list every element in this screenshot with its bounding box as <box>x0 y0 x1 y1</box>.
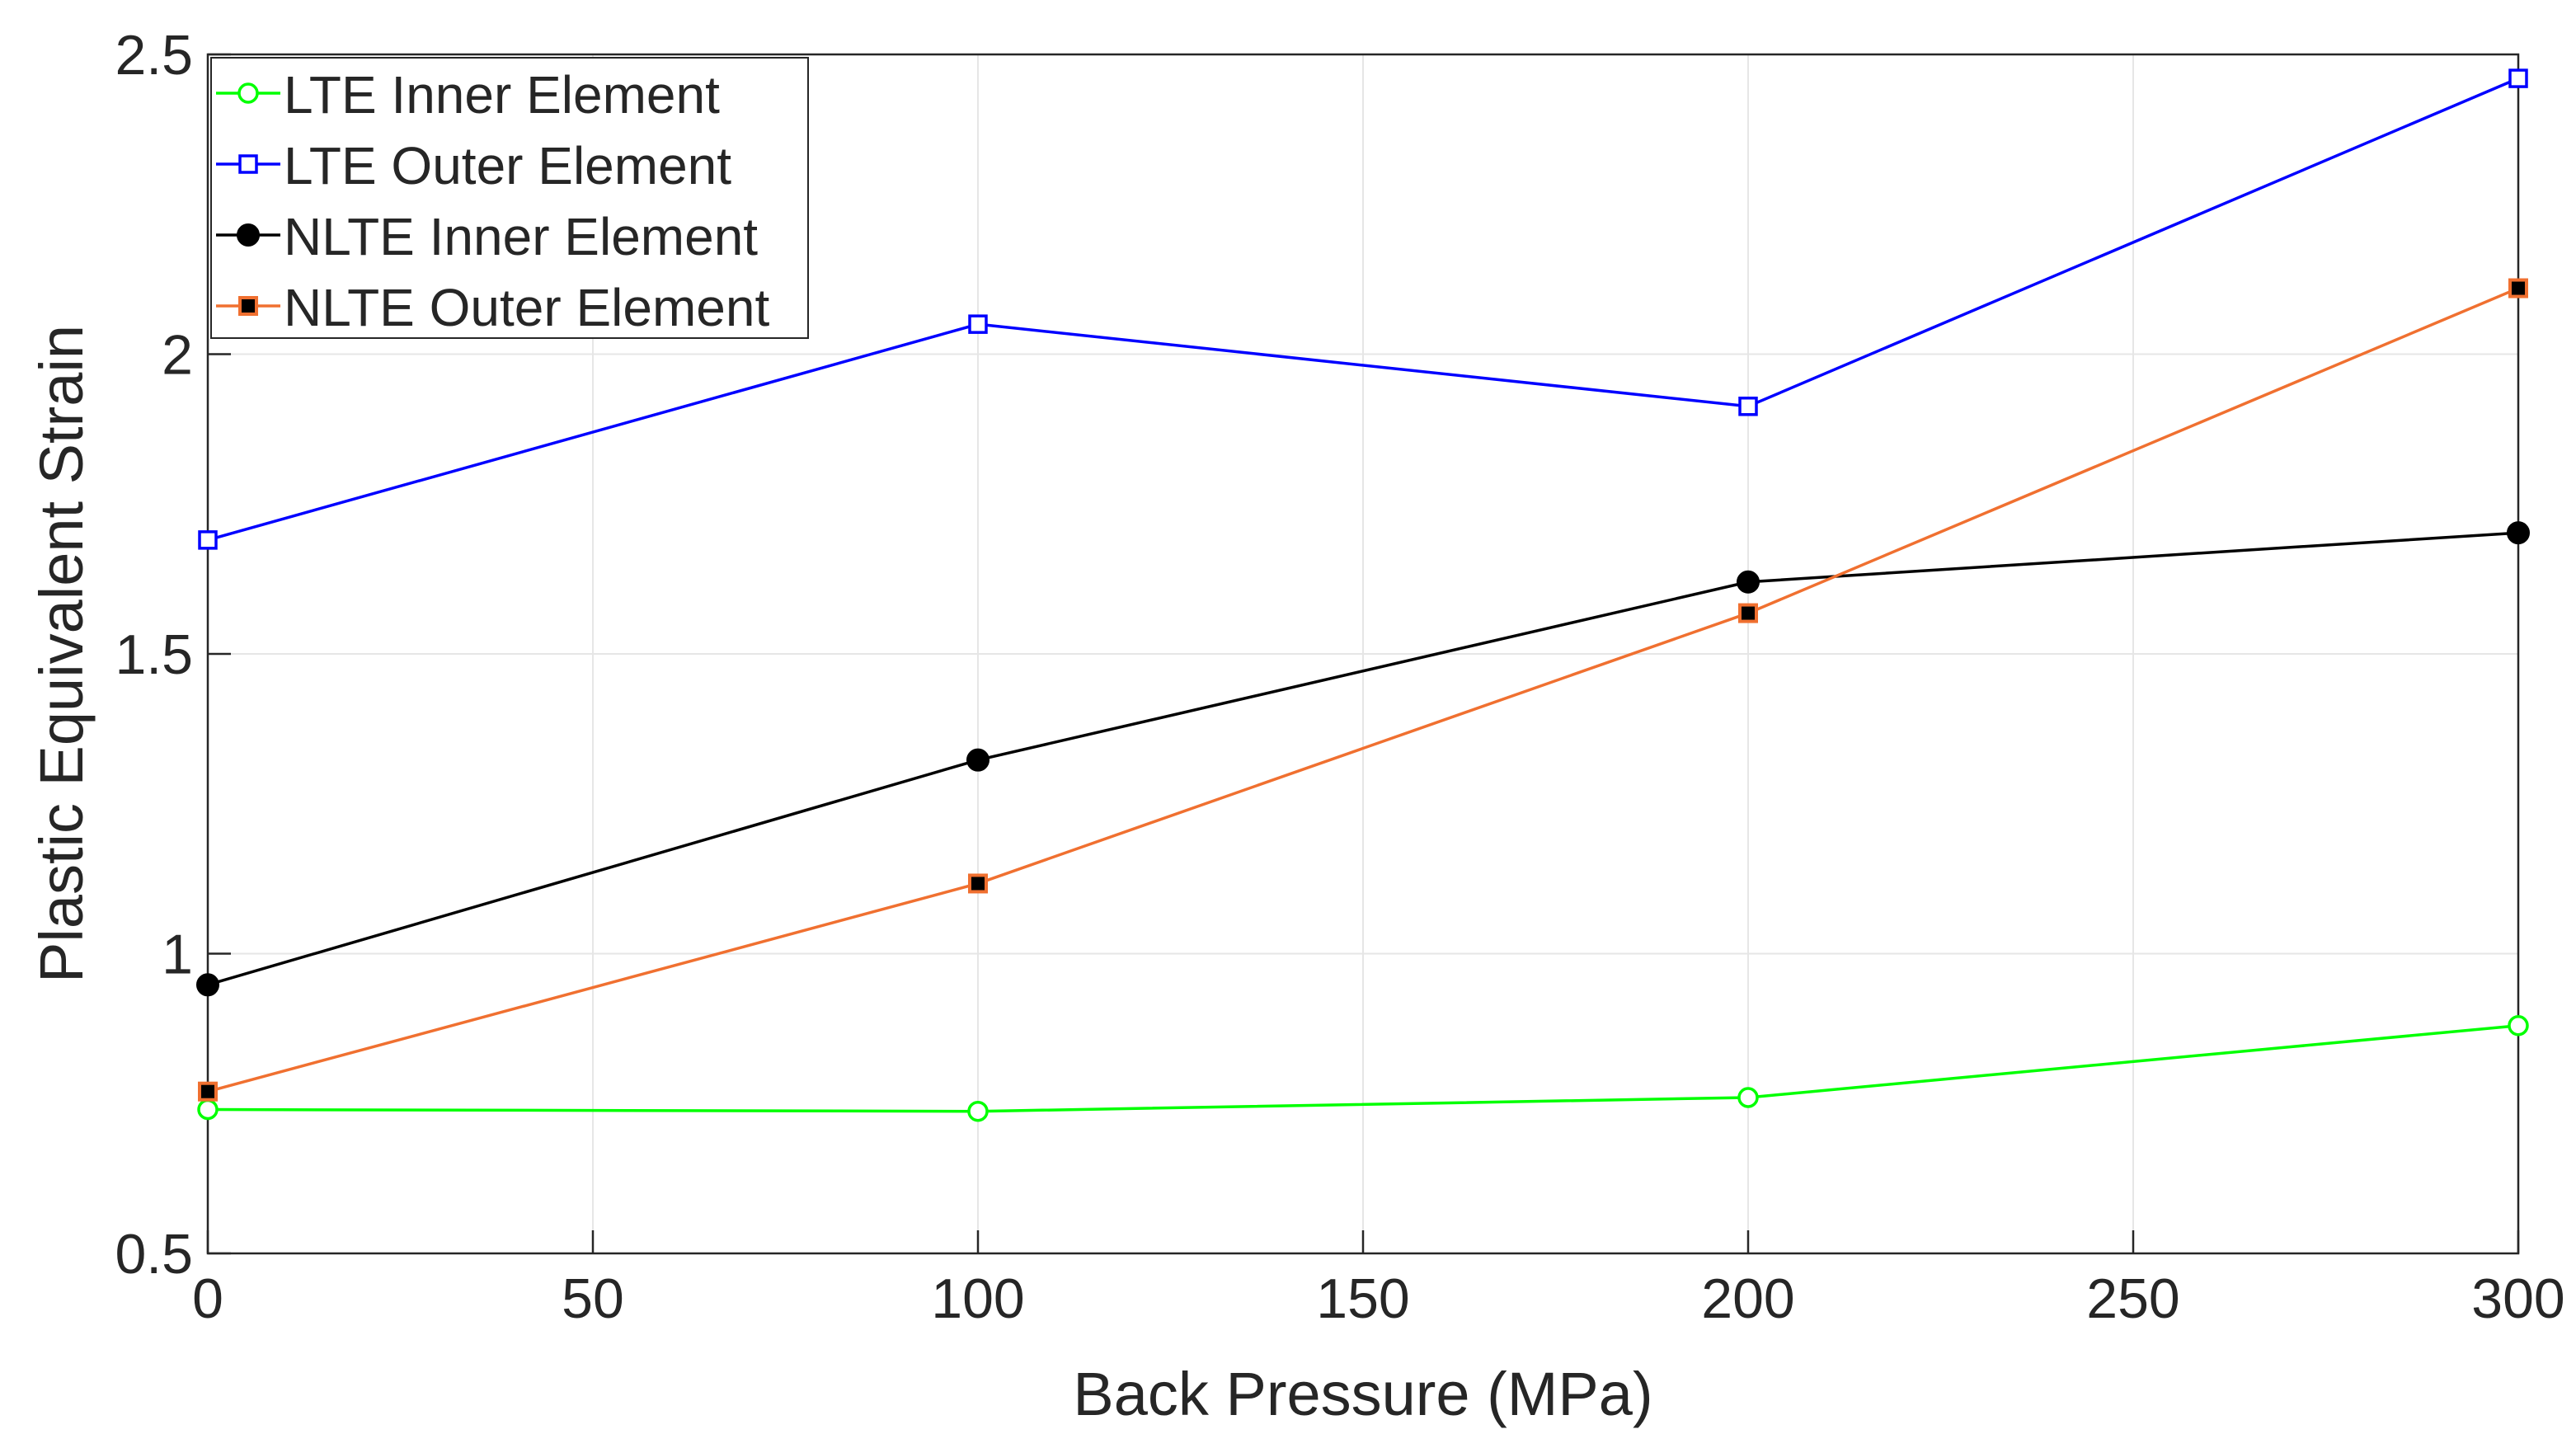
data-point <box>966 748 990 772</box>
x-tick-label: 100 <box>931 1267 1024 1330</box>
data-point <box>1737 1087 1759 1108</box>
x-tick-label: 150 <box>1316 1267 1409 1330</box>
legend-marker <box>238 296 258 316</box>
data-point <box>198 1081 218 1102</box>
legend-label: LTE Outer Element <box>284 136 731 195</box>
data-point <box>968 873 988 894</box>
legend-label: NLTE Outer Element <box>284 278 769 337</box>
legend-marker <box>238 154 258 174</box>
axis-ticks: 0 50 100 150 200 250 300 0.5 1 1.5 2 2.5 <box>115 24 2564 1330</box>
data-point <box>967 1100 989 1122</box>
x-tick-label: 250 <box>2086 1267 2179 1330</box>
series-line <box>207 286 2519 1093</box>
x-axis-label: Back Pressure (MPa) <box>1073 1360 1652 1428</box>
data-point <box>2508 1014 2529 1037</box>
y-tick-label: 1.5 <box>115 623 193 686</box>
series-group <box>196 68 2530 1122</box>
data-point <box>2508 68 2528 88</box>
legend-box <box>210 57 809 339</box>
legend-marker <box>237 82 259 104</box>
y-tick-label: 2.5 <box>115 24 193 87</box>
data-point <box>2507 521 2530 545</box>
data-point <box>968 314 988 334</box>
legend-label: NLTE Inner Element <box>284 207 758 266</box>
series-line <box>207 531 2519 986</box>
data-point <box>2508 278 2528 299</box>
legend-marker <box>237 223 260 247</box>
series-lte-outer-element <box>198 68 2528 550</box>
legend-item: LTE Inner Element <box>216 65 720 125</box>
data-point <box>196 973 219 997</box>
legend: LTE Inner Element LTE Outer Element NLTE I… <box>210 57 809 339</box>
x-tick-label: 0 <box>192 1267 223 1330</box>
y-axis-label: Plastic Equivalent Strain <box>27 325 96 983</box>
y-tick-label: 1 <box>162 924 193 986</box>
legend-item: NLTE Outer Element <box>216 278 769 337</box>
series-nlte-outer-element <box>198 278 2528 1102</box>
y-tick-label: 0.5 <box>115 1223 193 1286</box>
series-lte-inner-element <box>197 1014 2529 1122</box>
x-tick-label: 50 <box>562 1267 624 1330</box>
x-tick-label: 200 <box>1701 1267 1794 1330</box>
y-tick-label: 2 <box>162 324 193 387</box>
legend-item: NLTE Inner Element <box>216 207 758 266</box>
x-tick-label: 300 <box>2471 1267 2564 1330</box>
data-point <box>198 530 218 550</box>
legend-label: LTE Inner Element <box>284 65 720 125</box>
series-line <box>207 77 2519 542</box>
data-point <box>1738 603 1758 623</box>
legend-item: LTE Outer Element <box>216 136 731 195</box>
series-nlte-inner-element <box>196 521 2530 997</box>
data-point <box>1737 570 1760 594</box>
series-line <box>207 1023 2519 1113</box>
data-point <box>197 1098 219 1121</box>
data-point <box>1738 396 1758 416</box>
